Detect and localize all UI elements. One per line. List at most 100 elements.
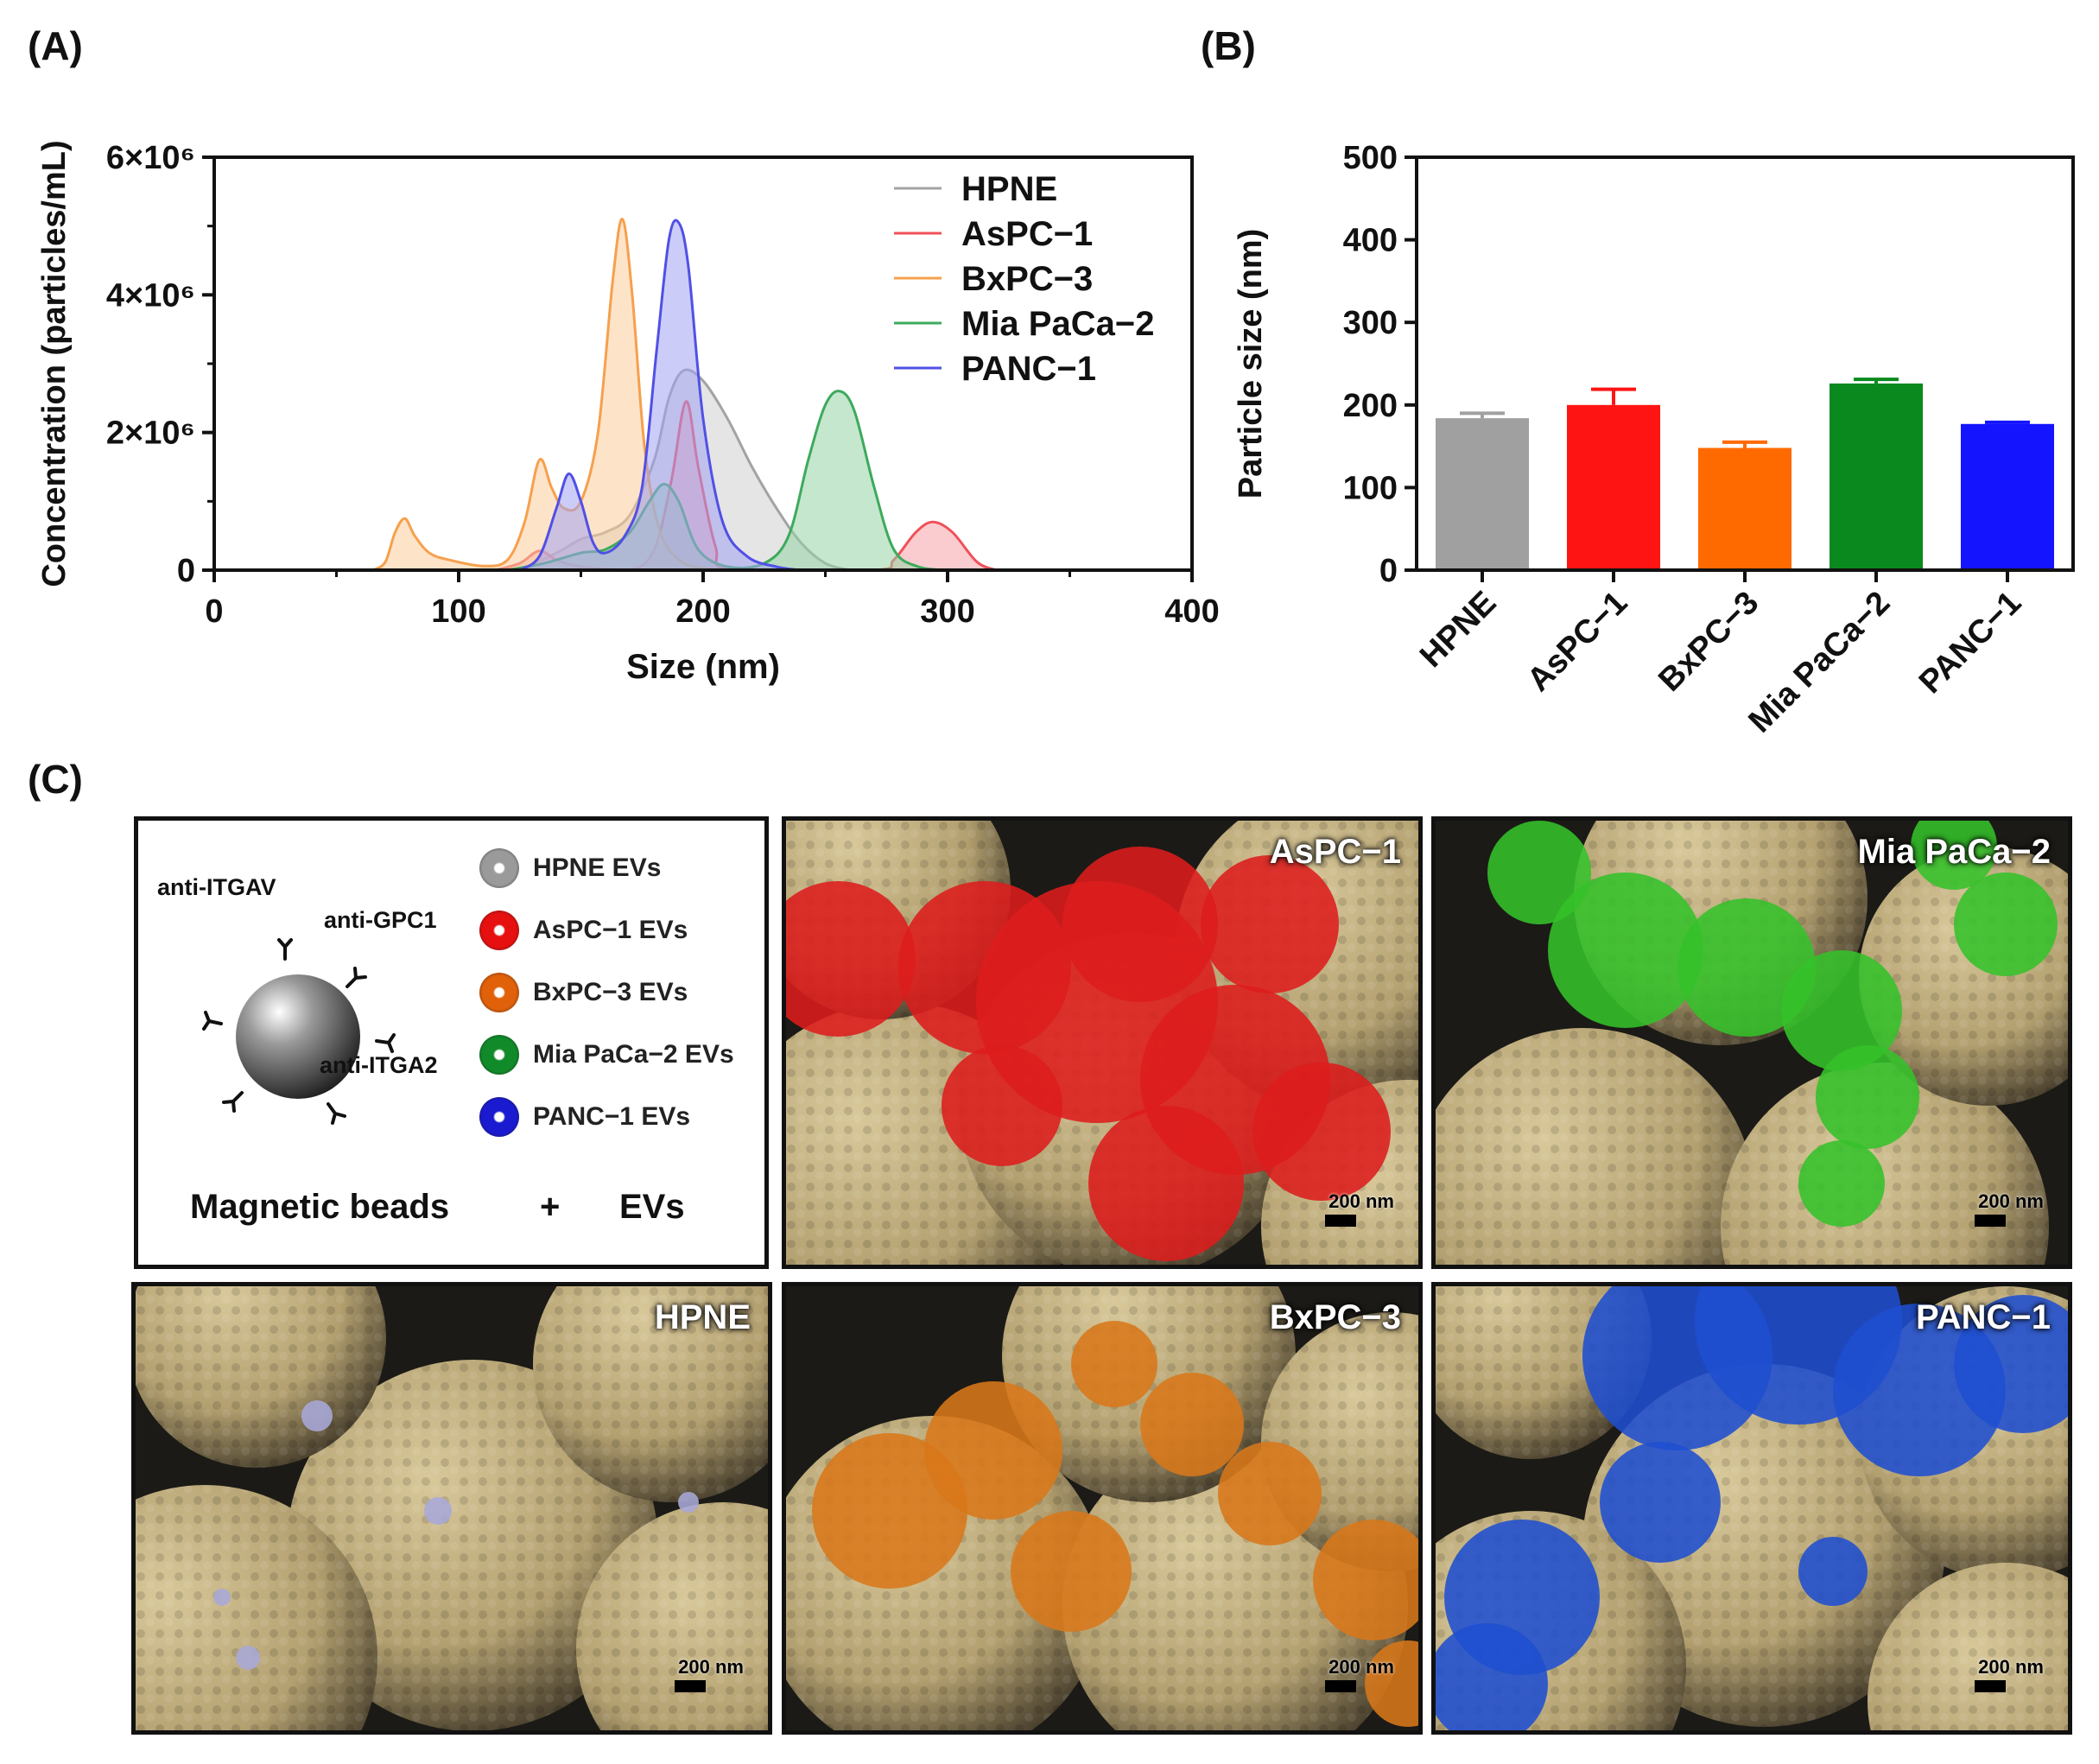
ev-cluster — [942, 1045, 1062, 1166]
ev-legend-label: HPNE EVs — [533, 853, 662, 882]
y-tick-label: 400 — [1343, 223, 1398, 259]
ev-cluster — [1677, 898, 1816, 1037]
scale-bar — [1975, 1215, 2006, 1227]
micrograph-hpne: HPNE 200 nm — [131, 1282, 772, 1735]
micrograph-panc1: PANC−1 200 nm — [1431, 1282, 2072, 1735]
y-tick-label: 4×10⁶ — [106, 277, 195, 314]
x-axis-label: Size (nm) — [626, 648, 780, 686]
category-label: AsPC−1 — [1520, 585, 1634, 699]
ev-cluster — [1088, 1106, 1244, 1261]
scale-bar — [1975, 1680, 2006, 1692]
ev-cluster — [1252, 1063, 1391, 1201]
x-tick-label: 300 — [920, 593, 974, 630]
legend: HPNE AsPC−1 BxPC−3 Mia PaCa−2 PANC−1 — [894, 170, 1154, 388]
antibody-icon — [327, 1102, 346, 1125]
antibody-icon — [277, 938, 293, 961]
category-label: HPNE — [1413, 585, 1503, 675]
legend-label: BxPC−3 — [961, 260, 1093, 298]
y-axis-label: Concentration (particles/mL) — [36, 140, 73, 587]
ev-cluster — [1071, 1321, 1157, 1407]
y-tick-label: 6×10⁶ — [106, 140, 195, 176]
bead-schematic: anti-ITGAV anti-GPC1 anti-ITGA2 HPNE EVs… — [134, 816, 769, 1269]
bead-texture — [1436, 1028, 1755, 1265]
scale-bar — [675, 1680, 706, 1692]
ev-cluster — [1436, 1623, 1548, 1730]
y-tick-label: 100 — [1343, 470, 1398, 506]
y-tick-label: 0 — [177, 553, 195, 589]
legend-label: Mia PaCa−2 — [961, 305, 1154, 343]
y-tick-label: 200 — [1343, 388, 1398, 424]
bar-3 — [1698, 447, 1791, 570]
ev-cluster — [1798, 1537, 1868, 1606]
y-tick-label: 0 — [1379, 553, 1398, 589]
ev-cluster — [301, 1400, 333, 1431]
panel-label-c: (C) — [28, 757, 83, 802]
ev-cluster — [1487, 821, 1591, 924]
bead-texture — [1868, 1563, 2068, 1730]
series-panc-1 — [518, 219, 802, 572]
scale-bar-label: 200 nm — [1329, 1656, 1394, 1678]
ev-cluster — [1798, 1140, 1885, 1227]
ev-cluster — [1062, 847, 1218, 1002]
category-label: Mia PaCa−2 — [1742, 585, 1898, 740]
ev-cluster — [1781, 950, 1902, 1071]
bar-5 — [1961, 423, 2054, 570]
bar-1 — [1436, 418, 1529, 570]
micrograph-label: BxPC−3 — [1269, 1298, 1401, 1336]
y-tick-label: 300 — [1343, 305, 1398, 341]
evs-label: EVs — [619, 1188, 685, 1226]
ev-cluster — [1313, 1520, 1418, 1640]
ev-cluster — [1954, 1295, 2068, 1433]
series-area — [519, 219, 802, 570]
ev-cluster — [424, 1497, 452, 1525]
x-tick-label: 0 — [205, 593, 223, 630]
magnetic-bead-illustration — [202, 938, 396, 1125]
ev-cluster — [924, 1381, 1062, 1520]
bar-2 — [1567, 404, 1660, 570]
panel-label-a: (A) — [28, 23, 83, 68]
bead-texture — [576, 1502, 768, 1730]
ev-legend-dot — [479, 973, 519, 1012]
scale-bar-label: 200 nm — [1978, 1190, 2044, 1212]
category-label: PANC−1 — [1912, 585, 2028, 701]
antibody-icon — [202, 1011, 223, 1031]
x-tick-label: 200 — [675, 593, 730, 630]
micrograph-miapaca2: Mia PaCa−2 200 nm — [1431, 816, 2072, 1269]
plus-sign: + — [540, 1188, 561, 1226]
ev-legend-dot — [479, 1035, 519, 1075]
ev-legend-label: BxPC−3 EVs — [533, 978, 688, 1006]
ev-legend-dot — [479, 911, 519, 950]
antibody-icon — [375, 1033, 396, 1053]
ev-cluster — [1140, 1373, 1244, 1476]
panel-label-b: (B) — [1201, 23, 1256, 68]
plot-frame — [1415, 155, 2075, 572]
y-tick-label: 2×10⁶ — [106, 416, 195, 452]
antibody-icon — [222, 1091, 244, 1113]
category-label: BxPC−3 — [1652, 585, 1766, 699]
micrograph-label: HPNE — [654, 1298, 751, 1336]
antibody-label-itga2: anti-ITGA2 — [320, 1052, 438, 1078]
ev-cluster — [1954, 872, 2058, 976]
micrograph-bxpc3: BxPC−3 200 nm — [782, 1282, 1423, 1735]
ev-cluster — [236, 1646, 260, 1670]
scale-bar-label: 200 nm — [678, 1656, 744, 1678]
ev-cluster — [1911, 821, 1997, 890]
bead-texture — [1721, 1063, 2049, 1265]
ev-cluster — [786, 881, 916, 1037]
micrograph-aspc1: AsPC−1 200 nm — [782, 816, 1423, 1269]
ev-cluster — [1218, 1442, 1322, 1545]
x-tick-label: 100 — [431, 593, 485, 630]
ev-cluster — [1816, 1045, 1919, 1149]
scale-bar — [1325, 1680, 1356, 1692]
series-area — [372, 219, 728, 570]
series-area — [507, 390, 948, 570]
ev-legend-dot — [479, 1097, 519, 1137]
x-tick-label: 400 — [1164, 593, 1219, 630]
ev-legend-dot — [479, 848, 519, 888]
ev-cluster — [1600, 1442, 1721, 1563]
ev-cluster — [213, 1589, 231, 1606]
scale-bar-label: 200 nm — [1978, 1656, 2044, 1678]
legend-label: HPNE — [961, 170, 1057, 208]
antibody-label-itgav: anti-ITGAV — [157, 874, 276, 900]
